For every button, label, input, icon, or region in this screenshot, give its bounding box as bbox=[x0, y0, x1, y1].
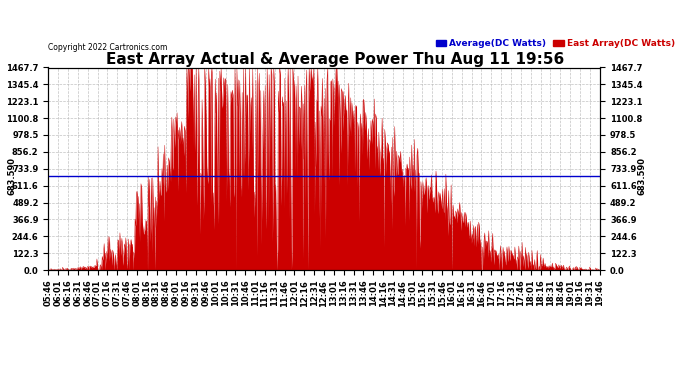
Title: East Array Actual & Average Power Thu Aug 11 19:56: East Array Actual & Average Power Thu Au… bbox=[106, 53, 564, 68]
Text: Copyright 2022 Cartronics.com: Copyright 2022 Cartronics.com bbox=[48, 43, 168, 52]
Text: 683.590: 683.590 bbox=[637, 157, 647, 195]
Legend: Average(DC Watts), East Array(DC Watts): Average(DC Watts), East Array(DC Watts) bbox=[432, 36, 678, 52]
Text: 683.590: 683.590 bbox=[8, 157, 17, 195]
